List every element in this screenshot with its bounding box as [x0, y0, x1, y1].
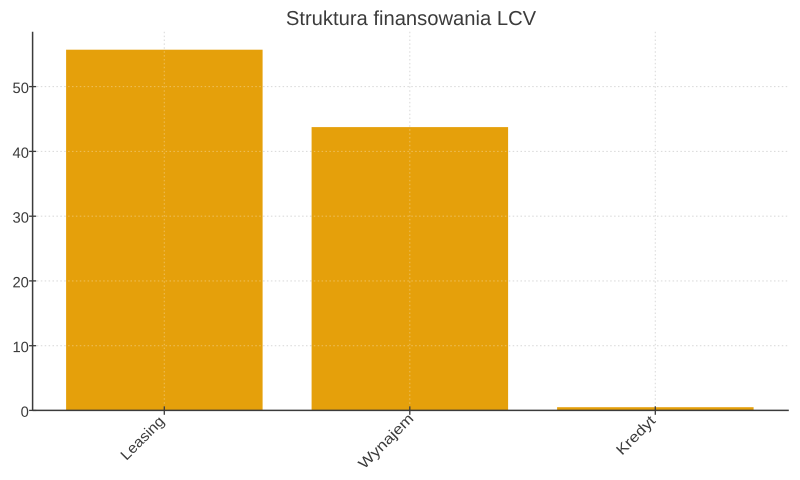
svg-text:10: 10: [12, 339, 28, 356]
svg-text:20: 20: [12, 274, 28, 291]
svg-text:40: 40: [13, 145, 29, 162]
svg-text:50: 50: [13, 80, 29, 97]
svg-text:Struktura finansowania LCV: Struktura finansowania LCV: [286, 8, 537, 30]
svg-text:30: 30: [13, 210, 29, 227]
svg-text:0: 0: [21, 404, 29, 421]
